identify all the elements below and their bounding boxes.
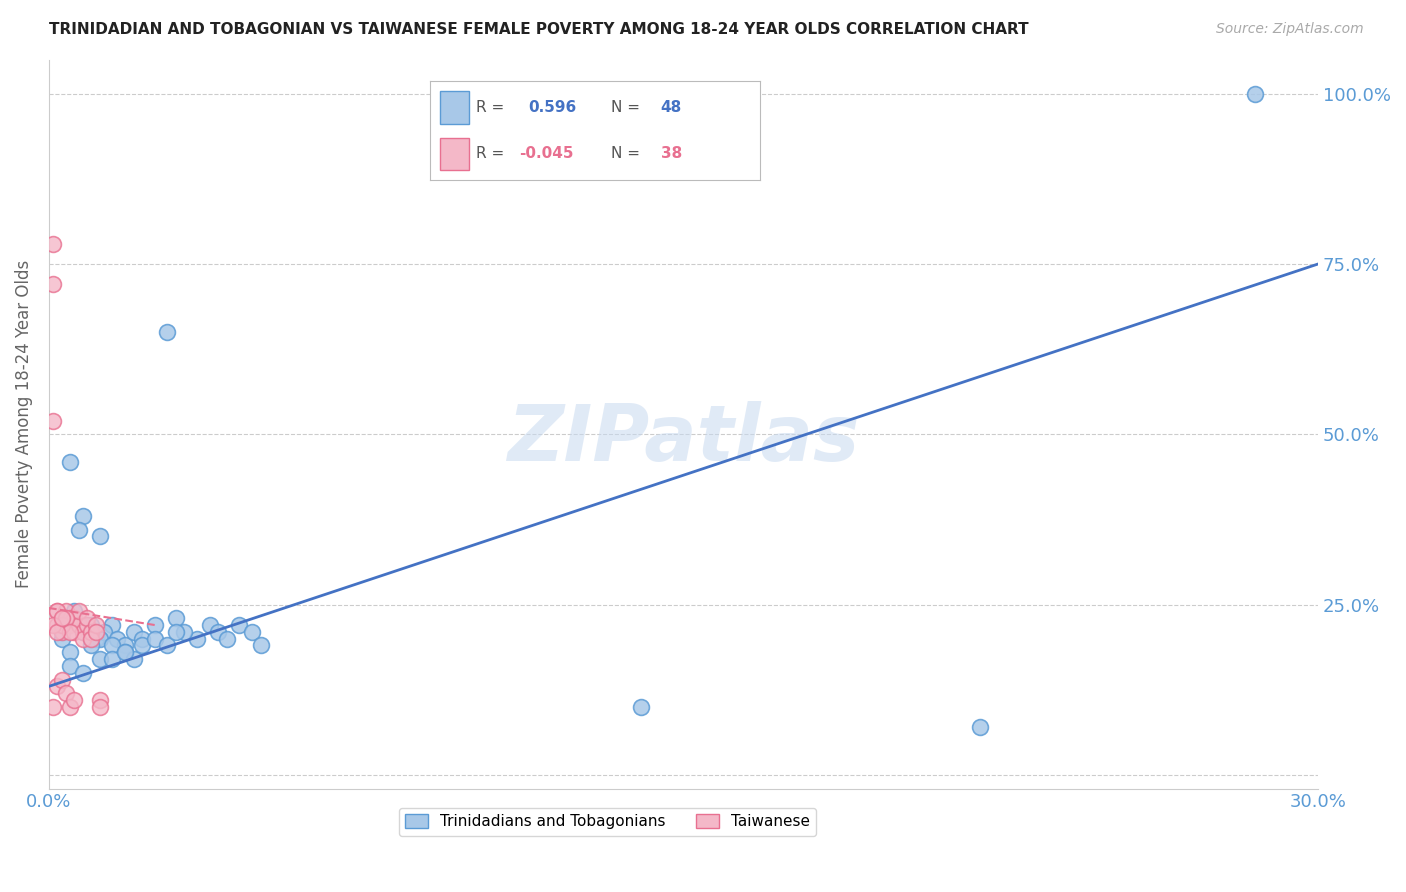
Point	[156, 639, 179, 653]
Point	[67, 604, 90, 618]
Point	[122, 624, 145, 639]
Point	[84, 624, 107, 639]
Point	[59, 659, 82, 673]
Point	[114, 639, 136, 653]
Legend: Trinidadians and Tobagonians, Taiwanese: Trinidadians and Tobagonians, Taiwanese	[399, 808, 817, 836]
Point	[55, 604, 77, 618]
Point	[55, 686, 77, 700]
Point	[46, 679, 69, 693]
Point	[51, 618, 73, 632]
Point	[55, 618, 77, 632]
Point	[93, 624, 115, 639]
Point	[59, 645, 82, 659]
Point	[186, 632, 208, 646]
Point	[46, 618, 69, 632]
Point	[72, 624, 94, 639]
Point	[63, 611, 86, 625]
Point	[42, 236, 65, 251]
Point	[59, 699, 82, 714]
Point	[80, 618, 103, 632]
Point	[51, 673, 73, 687]
Point	[51, 611, 73, 625]
Point	[215, 632, 238, 646]
Point	[59, 618, 82, 632]
Point	[55, 611, 77, 625]
Point	[51, 624, 73, 639]
Point	[72, 632, 94, 646]
Point	[42, 414, 65, 428]
Point	[59, 454, 82, 468]
Point	[114, 645, 136, 659]
Point	[42, 699, 65, 714]
Point	[89, 632, 111, 646]
Text: TRINIDADIAN AND TOBAGONIAN VS TAIWANESE FEMALE POVERTY AMONG 18-24 YEAR OLDS COR: TRINIDADIAN AND TOBAGONIAN VS TAIWANESE …	[49, 22, 1029, 37]
Point	[80, 639, 103, 653]
Point	[55, 618, 77, 632]
Point	[207, 624, 229, 639]
Y-axis label: Female Poverty Among 18-24 Year Olds: Female Poverty Among 18-24 Year Olds	[15, 260, 32, 588]
Point	[89, 693, 111, 707]
Point	[131, 639, 153, 653]
Point	[143, 632, 166, 646]
Point	[72, 509, 94, 524]
Point	[84, 632, 107, 646]
Point	[173, 624, 195, 639]
Point	[89, 699, 111, 714]
Point	[198, 618, 221, 632]
Point	[42, 618, 65, 632]
Point	[59, 611, 82, 625]
Point	[46, 604, 69, 618]
Point	[101, 639, 124, 653]
Point	[42, 277, 65, 292]
Point	[80, 624, 103, 639]
Text: Source: ZipAtlas.com: Source: ZipAtlas.com	[1216, 22, 1364, 37]
Point	[101, 652, 124, 666]
Point	[114, 645, 136, 659]
Point	[51, 632, 73, 646]
Point	[67, 523, 90, 537]
Point	[105, 632, 128, 646]
Point	[240, 624, 263, 639]
Point	[80, 632, 103, 646]
Point	[143, 618, 166, 632]
Point	[51, 611, 73, 625]
Point	[72, 665, 94, 680]
Point	[63, 624, 86, 639]
Point	[67, 618, 90, 632]
Point	[101, 618, 124, 632]
Point	[76, 618, 98, 632]
Point	[131, 632, 153, 646]
Point	[80, 632, 103, 646]
Point	[165, 624, 187, 639]
Point	[165, 611, 187, 625]
Point	[59, 624, 82, 639]
Point	[228, 618, 250, 632]
Point	[63, 604, 86, 618]
Point	[76, 618, 98, 632]
Point	[51, 624, 73, 639]
Point	[76, 611, 98, 625]
Point	[630, 699, 652, 714]
Point	[72, 624, 94, 639]
Point	[89, 529, 111, 543]
Point	[89, 652, 111, 666]
Point	[84, 618, 107, 632]
Point	[249, 639, 271, 653]
Point	[156, 325, 179, 339]
Point	[122, 652, 145, 666]
Point	[46, 604, 69, 618]
Point	[63, 693, 86, 707]
Point	[969, 720, 991, 734]
Point	[1243, 87, 1265, 101]
Point	[46, 624, 69, 639]
Text: ZIPatlas: ZIPatlas	[508, 401, 859, 476]
